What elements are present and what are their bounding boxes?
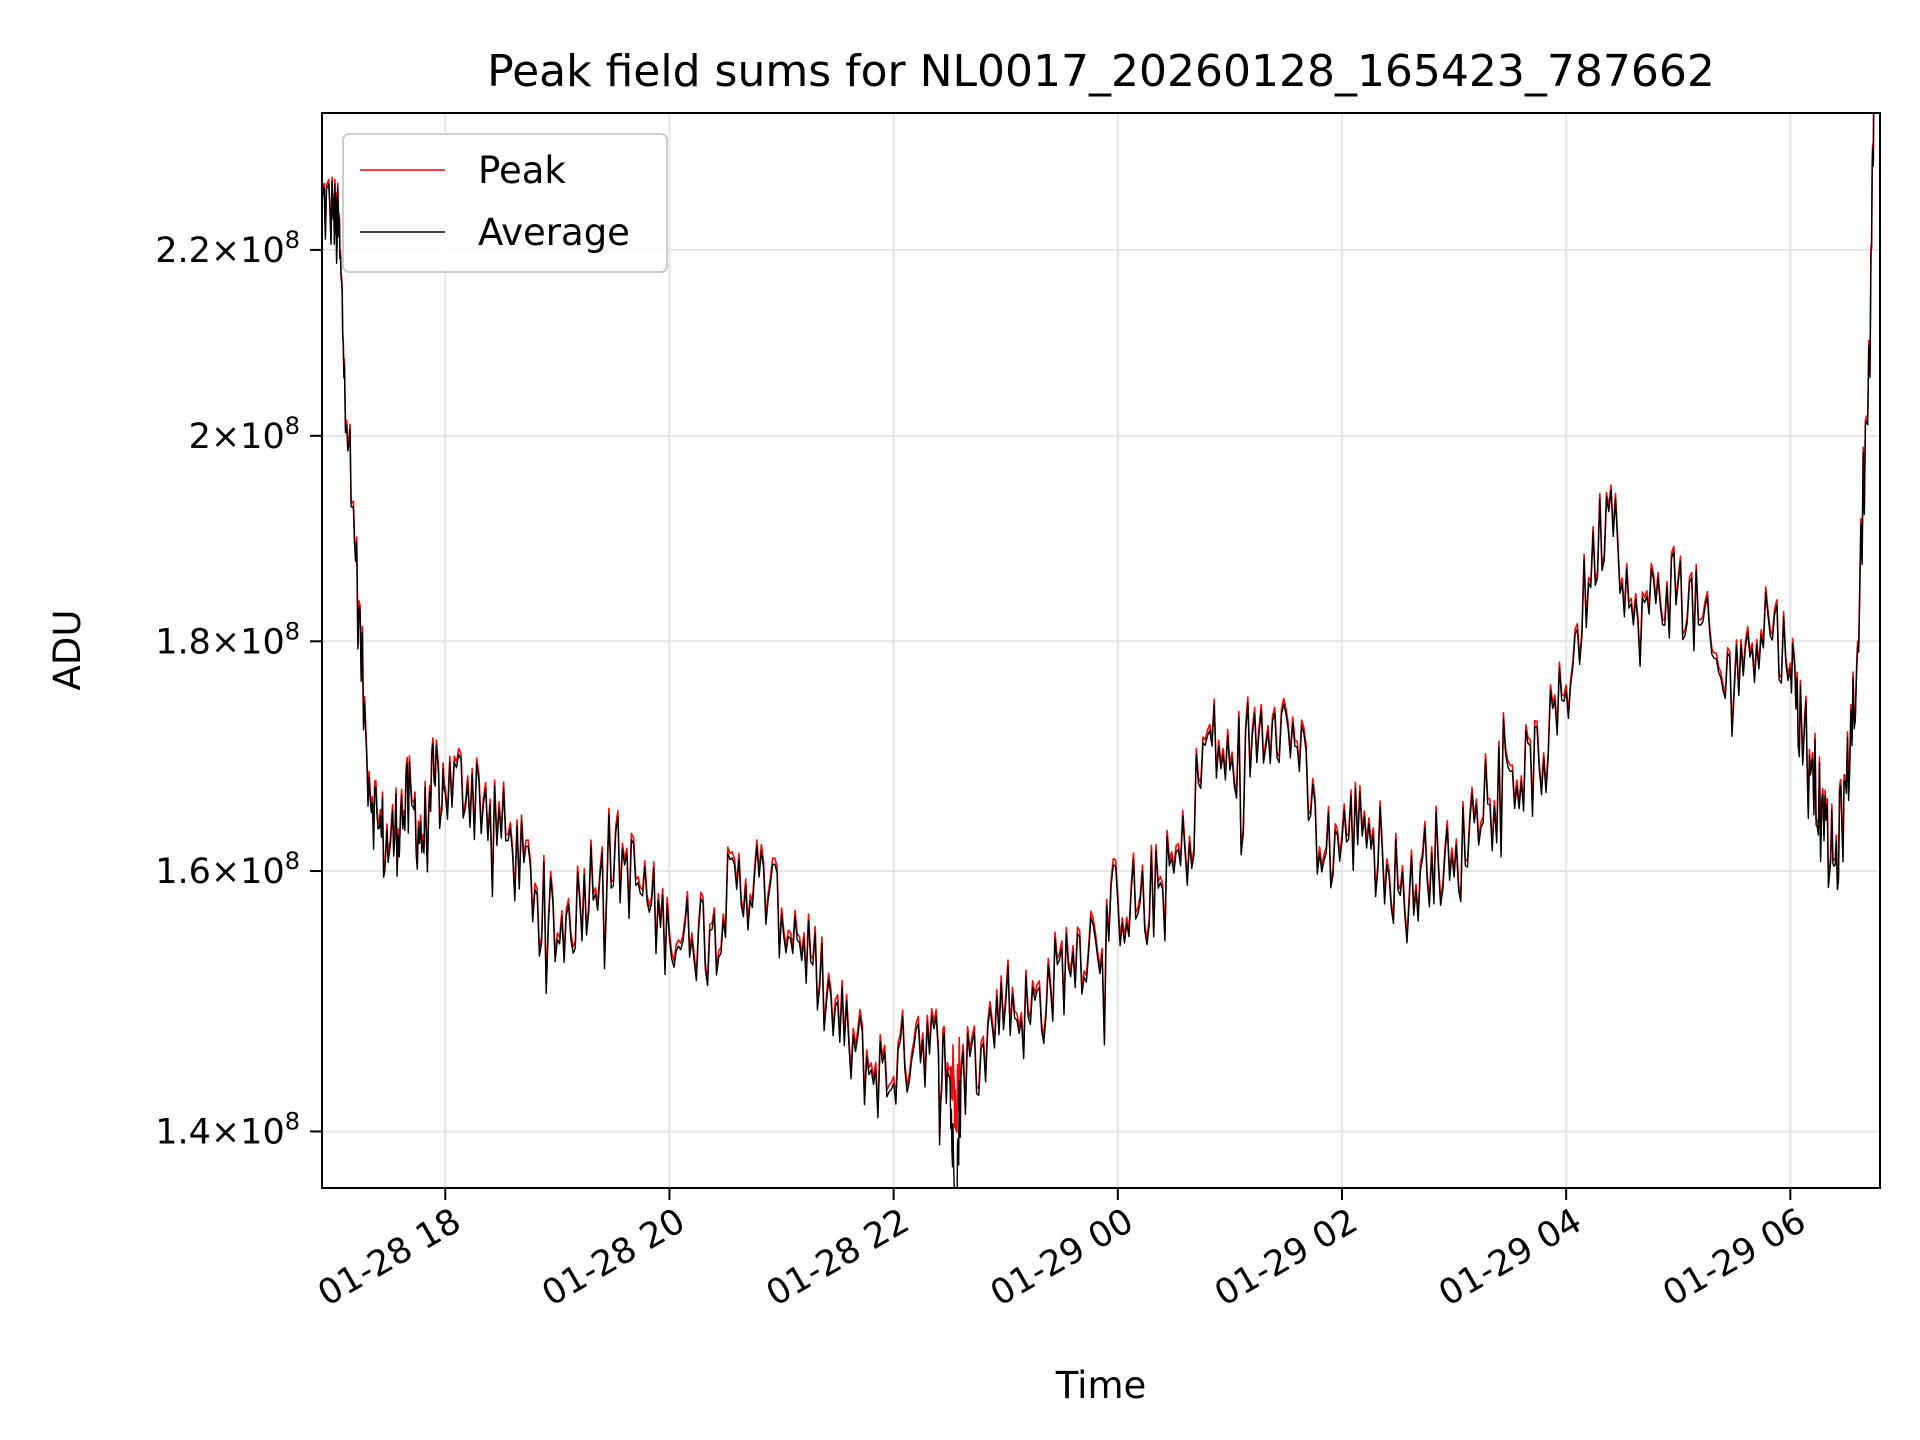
y-tick-label: 2.2×108 — [155, 226, 300, 271]
y-tick-label: 1.6×108 — [155, 847, 300, 892]
x-tick-label: 01-28 20 — [536, 1201, 692, 1314]
x-axis-label: Time — [1055, 1364, 1147, 1407]
y-tick-label: 1.8×108 — [155, 617, 300, 662]
x-tick-label: 01-29 04 — [1432, 1201, 1588, 1314]
series-line-average — [322, 113, 1875, 1188]
legend-box — [342, 133, 668, 273]
y-tick-label: 2×108 — [189, 412, 300, 457]
y-tick-label: 1.4×108 — [155, 1107, 300, 1152]
x-tick-label: 01-28 22 — [760, 1201, 916, 1314]
x-axis: 01-28 18 01-28 20 01-28 22 01-29 00 01-29 02… — [312, 1188, 1813, 1314]
chart-title: Peak field sums for NL0017_20260128_1654… — [487, 46, 1715, 97]
y-axis: 1.4×108 1.6×108 1.8×108 2×108 2.2×108 — [155, 226, 322, 1152]
x-tick-label: 01-29 00 — [984, 1201, 1140, 1314]
x-tick-label: 01-29 06 — [1657, 1201, 1813, 1314]
legend-label-average: Average — [478, 211, 630, 254]
legend-label-peak: Peak — [478, 149, 566, 192]
x-tick-label: 01-29 02 — [1208, 1201, 1364, 1314]
plot-frame — [321, 112, 1881, 1189]
grid — [322, 113, 1880, 1188]
series-group — [322, 113, 1875, 1188]
x-tick-label: 01-28 18 — [312, 1201, 468, 1314]
y-axis-label: ADU — [46, 610, 89, 691]
legend: Peak Average — [342, 133, 668, 273]
